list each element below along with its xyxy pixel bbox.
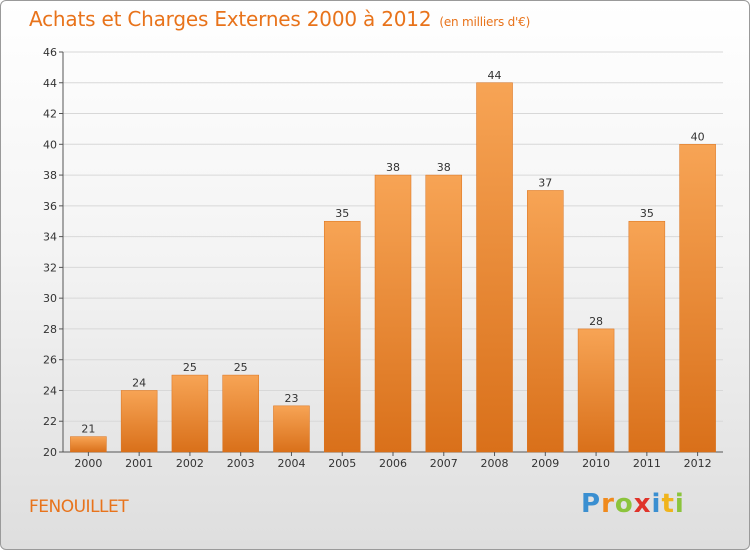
logo-letter: x [633, 489, 652, 519]
commune-name: FENOUILLET [29, 497, 129, 517]
y-tick-label: 38 [43, 169, 57, 182]
bar [679, 144, 716, 453]
y-tick-label: 44 [43, 77, 57, 90]
data-label: 38 [437, 161, 451, 174]
x-tick-label: 2012 [684, 457, 712, 470]
y-tick-label: 20 [43, 446, 57, 459]
bar [628, 220, 666, 453]
data-label: 23 [284, 392, 298, 405]
data-label: 44 [488, 69, 502, 82]
logo-letter: o [614, 489, 634, 519]
data-label: 37 [538, 176, 552, 189]
logo-letter: P [581, 489, 602, 519]
data-label: 25 [183, 361, 197, 374]
x-tick-label: 2007 [430, 457, 458, 470]
logo-letter: t [661, 489, 675, 519]
data-label: 40 [691, 130, 705, 143]
data-label: 38 [386, 161, 400, 174]
x-tick-label: 2001 [125, 457, 153, 470]
bar [374, 174, 412, 453]
logo-letter: i [674, 489, 685, 519]
chart-title: Achats et Charges Externes 2000 à 2012 (e… [29, 7, 530, 31]
x-tick-label: 2002 [176, 457, 204, 470]
bar [476, 82, 513, 453]
chart-subtitle: (en milliers d'€) [439, 15, 531, 29]
y-tick-label: 46 [43, 46, 57, 59]
logo-letter: r [601, 489, 615, 519]
bar [425, 174, 463, 453]
y-tick-label: 28 [43, 323, 57, 336]
bar [222, 374, 259, 453]
x-tick-label: 2009 [531, 457, 559, 470]
proxiti-logo: Proxiti [581, 489, 685, 519]
x-tick-label: 2000 [74, 457, 102, 470]
y-tick-label: 40 [43, 138, 57, 151]
x-tick-label: 2008 [481, 457, 509, 470]
y-tick-label: 24 [43, 384, 57, 397]
chart-title-text: Achats et Charges Externes 2000 à 2012 [29, 7, 432, 31]
x-tick-label: 2005 [328, 457, 356, 470]
data-label: 35 [640, 207, 654, 220]
y-tick-label: 32 [43, 261, 57, 274]
y-tick-label: 42 [43, 108, 57, 121]
bar [527, 190, 564, 453]
bar [323, 220, 361, 453]
y-tick-label: 36 [43, 200, 57, 213]
data-label: 35 [335, 207, 349, 220]
bar [273, 405, 310, 453]
x-tick-label: 2006 [379, 457, 407, 470]
bar [577, 328, 615, 453]
bar [120, 390, 158, 453]
y-tick-label: 22 [43, 415, 57, 428]
bar [70, 436, 107, 453]
logo-letter: i [651, 489, 662, 519]
x-tick-label: 2003 [227, 457, 255, 470]
x-tick-label: 2004 [277, 457, 305, 470]
y-tick-label: 26 [43, 354, 57, 367]
data-label: 21 [81, 423, 95, 436]
x-tick-label: 2010 [582, 457, 610, 470]
data-label: 25 [234, 361, 248, 374]
bar [171, 374, 209, 453]
data-label: 28 [589, 315, 603, 328]
y-tick-label: 30 [43, 292, 57, 305]
data-label: 24 [132, 376, 146, 389]
y-tick-label: 34 [43, 231, 57, 244]
x-tick-label: 2011 [633, 457, 661, 470]
